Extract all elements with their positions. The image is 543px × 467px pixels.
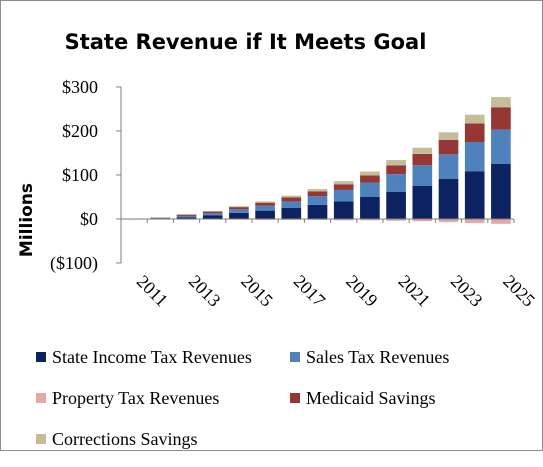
- bar-segment: [307, 196, 328, 205]
- bar-segment: [150, 217, 171, 219]
- bar-segment: [464, 219, 485, 223]
- legend: State Income Tax Revenues Sales Tax Reve…: [36, 344, 526, 467]
- bar-segment: [333, 184, 354, 190]
- bar-segment: [333, 219, 354, 221]
- bar-segment: [412, 147, 433, 154]
- bar-segment: [386, 219, 406, 221]
- bar-segment: [281, 197, 302, 202]
- bar-segment: [438, 139, 459, 155]
- legend-label: Sales Tax Revenues: [306, 346, 450, 367]
- bar-segment: [438, 178, 459, 219]
- bar-segment: [307, 191, 328, 197]
- y-tick-label: $200: [62, 121, 98, 141]
- plot-area: $300 $200 $100 $0 ($100) 2011 2013 2015 2017 2019…: [50, 77, 539, 311]
- bar-segment: [150, 217, 171, 218]
- x-tick-label: 2013: [185, 271, 225, 311]
- bar-segment: [229, 206, 249, 208]
- bar-segment: [360, 219, 380, 221]
- legend-label: State Income Tax Revenues: [52, 346, 252, 367]
- bar-segment: [229, 207, 249, 210]
- bar-segment: [255, 210, 275, 219]
- bar-segment: [491, 219, 511, 224]
- bar-segment: [281, 208, 302, 219]
- bar-segment: [438, 219, 459, 223]
- x-tick-label: 2025: [499, 271, 539, 311]
- bar-segment: [202, 211, 223, 212]
- legend-swatch: [36, 393, 46, 403]
- bar-segment: [307, 204, 328, 219]
- bar-segment: [360, 197, 380, 219]
- y-tick-label: ($100): [50, 253, 98, 274]
- x-tick-label: 2023: [447, 271, 487, 311]
- chart-frame: [0, 0, 543, 451]
- legend-item-medicaid-savings: Medicaid Savings: [290, 388, 435, 409]
- x-tick-label: 2017: [290, 271, 330, 311]
- x-tick-label: 2015: [237, 271, 277, 311]
- legend-label: Corrections Savings: [52, 428, 198, 449]
- bar-segment: [412, 153, 433, 166]
- axes-layer: [116, 86, 515, 264]
- bar-segment: [255, 202, 275, 206]
- bar-segment: [202, 213, 223, 216]
- bar-segment: [333, 201, 354, 219]
- bar-segment: [491, 97, 511, 108]
- legend-item-corrections-savings: Corrections Savings: [36, 429, 290, 450]
- bar-segment: [386, 191, 406, 219]
- bar-segment: [360, 182, 380, 197]
- legend-row: State Income Tax Revenues Sales Tax Reve…: [36, 344, 526, 370]
- bar-segment: [491, 164, 511, 219]
- bar-segment: [360, 175, 380, 183]
- bar-segment: [255, 201, 275, 203]
- bar-segment: [438, 132, 459, 140]
- legend-swatch: [36, 352, 46, 362]
- bar-segment: [176, 215, 197, 218]
- legend-row: Property Tax Revenues Medicaid Savings: [36, 385, 526, 411]
- legend-swatch: [290, 393, 300, 403]
- bar-segment: [360, 171, 380, 176]
- bar-segment: [333, 189, 354, 202]
- bar-segment: [412, 186, 433, 219]
- legend-item-property-tax: Property Tax Revenues: [36, 388, 290, 409]
- bar-segment: [202, 211, 223, 214]
- bar-segment: [412, 165, 433, 186]
- legend-swatch: [36, 434, 46, 444]
- bar-segment: [491, 107, 511, 130]
- bar-segment: [176, 214, 197, 216]
- bar-segment: [464, 171, 485, 219]
- chart-title: State Revenue if It Meets Goal: [64, 30, 427, 54]
- bar-segment: [202, 215, 223, 219]
- legend-row: Corrections Savings: [36, 426, 526, 452]
- bar-segment: [464, 114, 485, 124]
- bar-segment: [333, 181, 354, 185]
- bar-segment: [438, 154, 459, 179]
- bar-segment: [307, 189, 328, 192]
- bar-segment: [491, 129, 511, 164]
- x-tick-label: 2019: [342, 271, 382, 311]
- legend-label: Property Tax Revenues: [52, 387, 220, 408]
- bar-segment: [386, 160, 406, 166]
- x-tick-label: 2011: [133, 271, 172, 310]
- bar-segment: [229, 212, 249, 219]
- legend-label: Medicaid Savings: [306, 387, 436, 408]
- legend-item-sales-tax: Sales Tax Revenues: [290, 347, 449, 368]
- bar-segment: [386, 165, 406, 175]
- y-tick-label: $300: [62, 77, 98, 97]
- bar-segment: [464, 123, 485, 142]
- bars-layer: [124, 97, 511, 224]
- bar-segment: [176, 217, 197, 219]
- bar-segment: [464, 142, 485, 172]
- bar-segment: [150, 218, 171, 219]
- bar-segment: [386, 174, 406, 192]
- legend-item-state-income-tax: State Income Tax Revenues: [36, 347, 290, 368]
- bar-segment: [176, 214, 197, 215]
- bar-segment: [281, 201, 302, 208]
- y-tick-label: $0: [80, 209, 98, 229]
- bar-segment: [281, 195, 302, 198]
- legend-swatch: [290, 352, 300, 362]
- bar-segment: [255, 205, 275, 211]
- bar-segment: [412, 219, 433, 222]
- bar-segment: [229, 209, 249, 213]
- x-tick-label: 2021: [395, 271, 435, 311]
- y-tick-label: $100: [62, 165, 98, 185]
